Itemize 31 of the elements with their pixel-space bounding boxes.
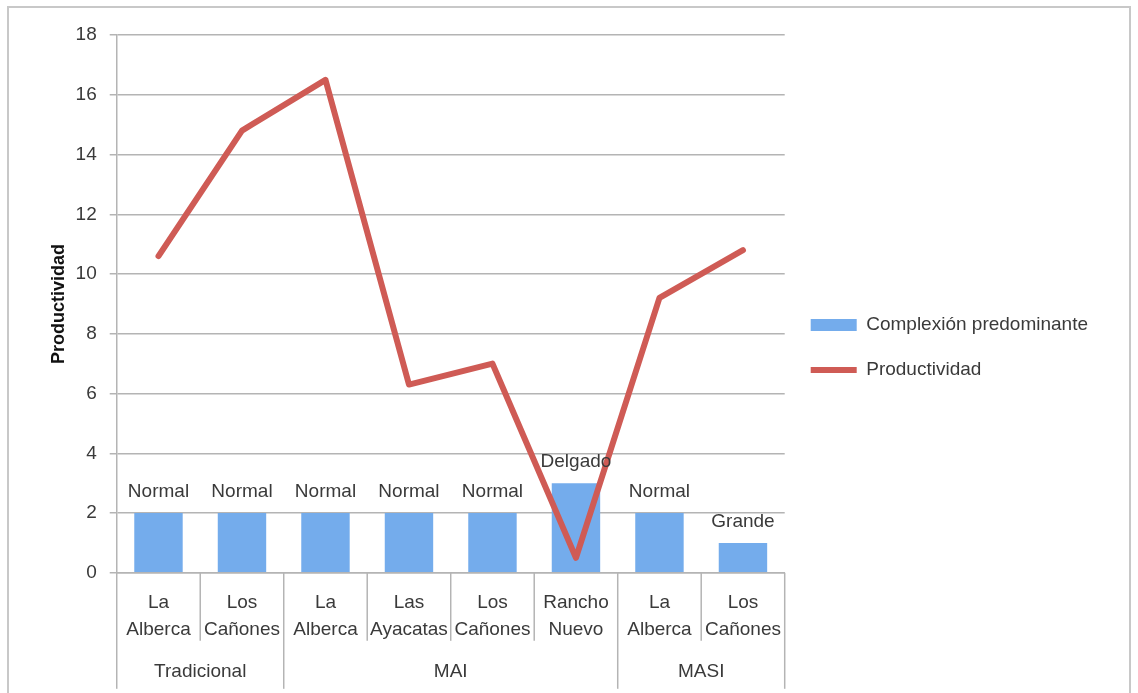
x-tick-label: La Alberca — [627, 591, 693, 639]
data-label: Normal — [211, 480, 273, 502]
data-label: Normal — [461, 480, 524, 502]
text: MASI — [677, 660, 725, 682]
legend-label: Productividad — [866, 358, 982, 380]
y-tick-label: 12 — [75, 202, 97, 224]
y-tick-label: 10 — [75, 262, 97, 284]
data-label: Grande — [711, 509, 775, 531]
y-tick-label: 6 — [86, 381, 97, 403]
y-tick-label: 0 — [86, 561, 97, 583]
y-tick-label: 4 — [86, 441, 98, 463]
x-tick-label: Los Cañones — [454, 591, 531, 639]
x-tick-label: La Alberca — [126, 591, 192, 639]
x-tick-label: Los Cañones — [704, 591, 781, 639]
text: MAI — [433, 660, 468, 682]
y-tick-label: 16 — [75, 82, 97, 104]
y-tick-label: 14 — [75, 142, 98, 164]
y-tick-label: 2 — [86, 501, 97, 523]
data-label: Normal — [628, 480, 691, 502]
x-tick-label: Las Ayacatas — [370, 591, 448, 639]
x-tick-label: Rancho Nuevo — [543, 591, 609, 639]
x-tick-label: La Alberca — [293, 591, 359, 639]
data-label: Normal — [378, 480, 440, 502]
y-tick-label: 18 — [75, 23, 97, 45]
data-label: Normal — [294, 480, 357, 502]
text: Tradicional — [154, 660, 247, 682]
data-label: Normal — [127, 480, 190, 502]
legend-label: Complexión predominante — [866, 313, 1088, 335]
y-axis-title: Productividad — [47, 243, 68, 364]
x-tick-label: Los Cañones — [203, 591, 281, 639]
y-tick-label: 8 — [86, 322, 97, 344]
